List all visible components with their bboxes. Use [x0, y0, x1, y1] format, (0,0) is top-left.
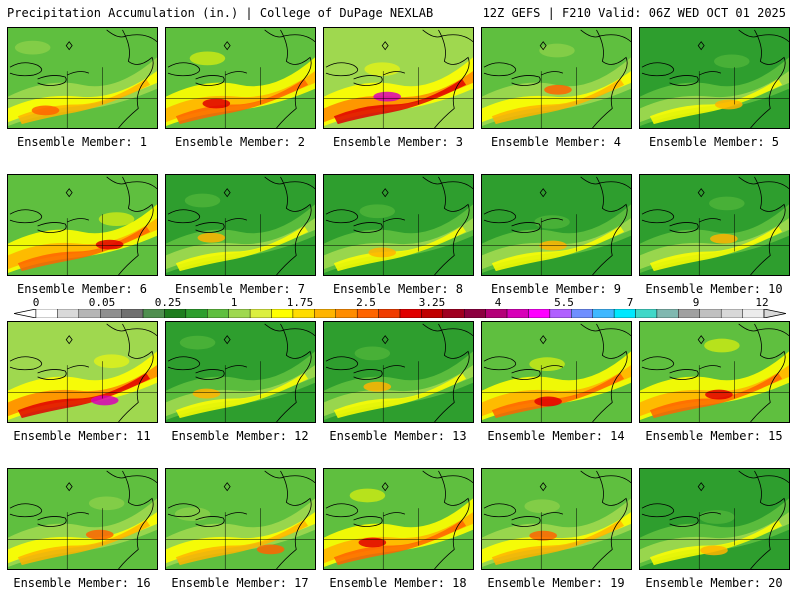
ensemble-member-map [165, 27, 316, 129]
colorbar-swatch [678, 309, 700, 318]
colorbar-tick-label: 1.75 [286, 296, 314, 309]
colorbar-swatch [314, 309, 336, 318]
colorbar-swatch [506, 309, 529, 318]
ensemble-member-label: Ensemble Member: 12 [171, 429, 309, 443]
colorbar-swatch [100, 309, 122, 318]
colorbar-swatch [656, 309, 679, 318]
colorbar-swatch [207, 309, 229, 318]
colorbar-tick-label: 0.05 [88, 296, 116, 309]
colorbar-swatch [249, 309, 272, 318]
ensemble-member-map [165, 174, 316, 276]
colorbar-swatch [356, 309, 379, 318]
ensemble-member-label: Ensemble Member: 20 [645, 576, 783, 590]
colorbar-swatch [35, 309, 58, 318]
colorbar-tick-label: 0 [32, 296, 40, 309]
ensemble-member-label: Ensemble Member: 14 [487, 429, 625, 443]
ensemble-member-map [639, 27, 790, 129]
ensemble-member-map [481, 468, 632, 570]
run-info: 12Z GEFS | F210 Valid: 06Z WED OCT 01 20… [482, 6, 786, 20]
colorbar-swatch [464, 309, 486, 318]
colorbar-swatch [271, 309, 294, 318]
colorbar-tick-label: 3.25 [418, 296, 446, 309]
ensemble-member-map [639, 174, 790, 276]
colorbar-swatch [485, 309, 508, 318]
colorbar-tick-label: 2.5 [356, 296, 376, 309]
colorbar-swatch [699, 309, 722, 318]
ensemble-member-label: Ensemble Member: 1 [16, 135, 148, 149]
ensemble-member-map [323, 468, 474, 570]
colorbar-swatch [399, 309, 422, 318]
colorbar-tick-label: 9 [692, 296, 700, 309]
ensemble-member-label: Ensemble Member: 15 [645, 429, 783, 443]
ensemble-member-map [7, 27, 158, 129]
colorbar-swatch [549, 309, 572, 318]
colorbar-swatch [528, 309, 551, 318]
colorbar-swatch [142, 309, 165, 318]
colorbar-swatch [185, 309, 208, 318]
colorbar-swatch [571, 309, 593, 318]
colorbar-tick-label: 1 [230, 296, 238, 309]
colorbar-swatch [635, 309, 658, 318]
ensemble-member-label: Ensemble Member: 17 [171, 576, 309, 590]
colorbar-tick-label: 4 [494, 296, 502, 309]
colorbar-swatch [720, 309, 743, 318]
ensemble-member-map [639, 321, 790, 423]
colorbar-swatch [613, 309, 636, 318]
ensemble-member-map [323, 27, 474, 129]
ensemble-member-map [165, 468, 316, 570]
ensemble-member-label: Ensemble Member: 6 [16, 282, 148, 296]
colorbar-swatch [78, 309, 101, 318]
ensemble-member-map [481, 321, 632, 423]
ensemble-member-map [639, 468, 790, 570]
ensemble-member-label: Ensemble Member: 10 [645, 282, 783, 296]
ensemble-member-label: Ensemble Member: 19 [487, 576, 625, 590]
ensemble-member-label: Ensemble Member: 16 [13, 576, 151, 590]
colorbar-swatch [164, 309, 187, 318]
ensemble-member-label: Ensemble Member: 11 [13, 429, 151, 443]
colorbar-swatch [421, 309, 444, 318]
colorbar-swatch [742, 309, 765, 318]
ensemble-member-label: Ensemble Member: 5 [648, 135, 780, 149]
ensemble-member-map [481, 27, 632, 129]
colorbar-max-arrow [763, 309, 786, 318]
ensemble-member-map [323, 174, 474, 276]
colorbar-swatch [57, 309, 80, 318]
ensemble-member-label: Ensemble Member: 3 [332, 135, 464, 149]
ensemble-member-map [323, 321, 474, 423]
colorbar-tick-label: 0.25 [154, 296, 182, 309]
colorbar-swatch [292, 309, 315, 318]
ensemble-member-label: Ensemble Member: 8 [332, 282, 464, 296]
colorbar-tick-label: 5.5 [554, 296, 574, 309]
colorbar-swatch [121, 309, 144, 318]
colorbar-tick-label: 7 [626, 296, 634, 309]
ensemble-member-map [481, 174, 632, 276]
ensemble-member-label: Ensemble Member: 7 [174, 282, 306, 296]
ensemble-member-map [7, 321, 158, 423]
ensemble-member-label: Ensemble Member: 2 [174, 135, 306, 149]
ensemble-member-label: Ensemble Member: 18 [329, 576, 467, 590]
precip-colorbar [14, 309, 786, 318]
ensemble-member-label: Ensemble Member: 4 [490, 135, 622, 149]
colorbar-min-arrow [14, 309, 37, 318]
colorbar-swatch [335, 309, 358, 318]
ensemble-member-map [165, 321, 316, 423]
ensemble-member-label: Ensemble Member: 9 [490, 282, 622, 296]
map-title: Precipitation Accumulation (in.) | Colle… [7, 6, 434, 20]
ensemble-member-map [7, 468, 158, 570]
colorbar-swatch [378, 309, 401, 318]
colorbar-tick-label: 12 [755, 296, 769, 309]
ensemble-member-label: Ensemble Member: 13 [329, 429, 467, 443]
colorbar-swatch [592, 309, 615, 318]
colorbar-swatch [228, 309, 251, 318]
ensemble-member-map [7, 174, 158, 276]
colorbar-swatch [442, 309, 465, 318]
